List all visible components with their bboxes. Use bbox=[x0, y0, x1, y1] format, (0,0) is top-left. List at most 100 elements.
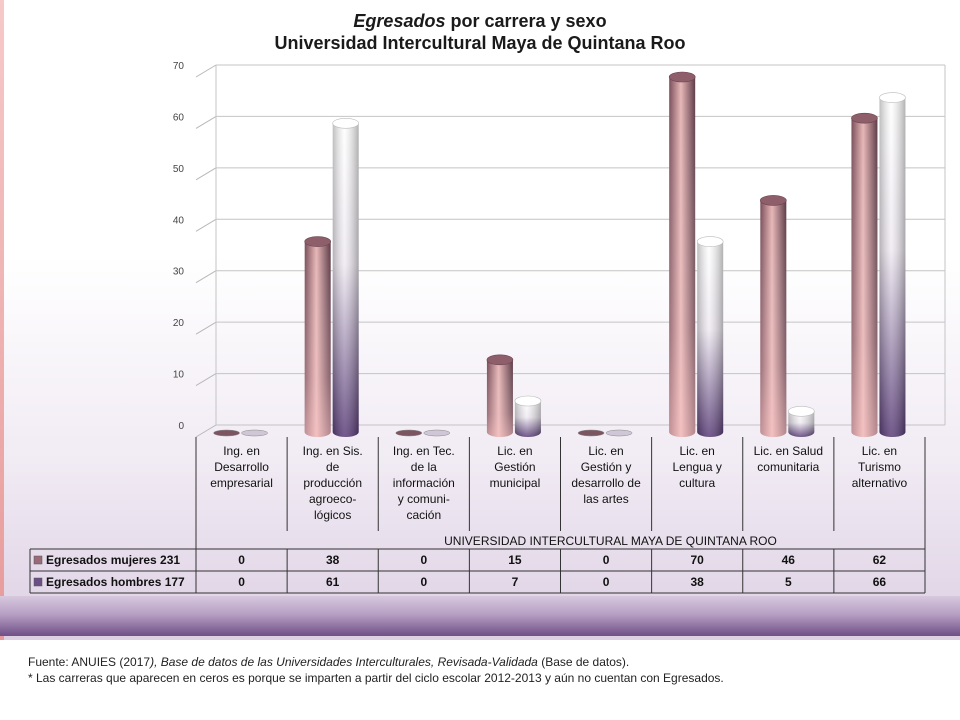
data-value: 38 bbox=[326, 553, 340, 567]
grid-diagonal bbox=[195, 64, 217, 78]
data-value: 0 bbox=[603, 575, 610, 589]
data-value: 0 bbox=[603, 553, 610, 567]
category-label-line: y comuni- bbox=[398, 492, 450, 506]
footer-notes: Fuente: ANUIES (2017), Base de datos de … bbox=[28, 654, 724, 686]
category-label-line: alternativo bbox=[852, 476, 908, 490]
y-tick-label: 60 bbox=[173, 112, 185, 123]
bars bbox=[213, 71, 906, 438]
bottom-decorative-band bbox=[0, 596, 960, 636]
category-label-line: cación bbox=[406, 508, 441, 522]
bar-top-cap bbox=[486, 354, 514, 366]
chart-title-rest: por carrera y sexo bbox=[445, 11, 607, 31]
data-value: 0 bbox=[420, 553, 427, 567]
legend-key-mujeres bbox=[33, 555, 43, 565]
bar-hombres bbox=[605, 429, 633, 437]
category-label-line: Ing. en bbox=[223, 444, 260, 458]
bar-shade bbox=[697, 241, 724, 437]
category-label-line: de bbox=[326, 460, 340, 474]
category-label: Lic. en Gestión municipal bbox=[490, 444, 541, 490]
category-label: Lic. en Gestión y desarrollo de las artes bbox=[571, 444, 641, 506]
bar-top-cap bbox=[332, 117, 359, 129]
bar-mujeres bbox=[213, 429, 240, 437]
grid-diagonal bbox=[195, 167, 217, 181]
y-tick-label: 50 bbox=[173, 164, 185, 175]
category-label-line: desarrollo de bbox=[571, 476, 641, 490]
category-label-line: Desarrollo bbox=[214, 460, 269, 474]
grid-diagonal bbox=[195, 424, 217, 438]
source-line: Fuente: ANUIES (2017), Base de datos de … bbox=[28, 654, 724, 670]
note-line: * Las carreras que aparecen en ceros es … bbox=[28, 671, 724, 685]
category-label-line: municipal bbox=[490, 476, 541, 490]
category-label-line: lógicos bbox=[314, 508, 351, 522]
bar-top-cap bbox=[696, 236, 724, 247]
bar-hombres bbox=[788, 405, 815, 437]
grid-diagonal bbox=[195, 373, 217, 387]
category-label-line: Ing. en Tec. bbox=[393, 444, 455, 458]
bar-mujeres bbox=[760, 195, 787, 437]
category-label-line: Ing. en Sis. bbox=[303, 444, 363, 458]
category-label-line: Lic. en bbox=[588, 444, 623, 458]
bar-top-cap bbox=[879, 92, 906, 103]
category-label-line: las artes bbox=[583, 492, 628, 506]
bar-shade bbox=[879, 97, 906, 438]
category-label-line: Lic. en bbox=[862, 444, 897, 458]
category-label-line: Lic. en bbox=[680, 444, 715, 458]
category-label-line: agroeco- bbox=[309, 492, 356, 506]
data-value: 0 bbox=[238, 553, 245, 567]
bar-mujeres bbox=[577, 429, 605, 437]
bar-zero-disc bbox=[395, 429, 423, 437]
bar-shade bbox=[514, 401, 541, 437]
category-label-line: Lic. en bbox=[497, 444, 532, 458]
chart-title-line1: Egresados por carrera y sexo bbox=[0, 11, 960, 32]
bar-zero-disc bbox=[423, 429, 451, 437]
grid-diagonal bbox=[195, 115, 217, 129]
category-label-line: Lengua y bbox=[672, 460, 721, 474]
source-prefix: Fuente: ANUIES (2017 bbox=[28, 655, 151, 669]
slide-background bbox=[0, 0, 960, 640]
bar-top-cap bbox=[788, 405, 815, 417]
category-label: Ing. en Tec. de la información y comuni-cac… bbox=[393, 444, 455, 522]
data-value: 5 bbox=[785, 575, 792, 589]
y-tick-label: 10 bbox=[173, 370, 185, 381]
y-tick-label: 40 bbox=[173, 215, 185, 226]
group-label: UNIVERSIDAD INTERCULTURAL MAYA DE QUINTA… bbox=[444, 534, 777, 548]
y-tick-label: 30 bbox=[173, 267, 185, 278]
data-value: 70 bbox=[691, 553, 705, 567]
bar-hombres bbox=[696, 236, 724, 437]
category-label-line: de la bbox=[411, 460, 437, 474]
series-label: Egresados hombres 177 bbox=[46, 575, 185, 589]
data-value: 7 bbox=[512, 575, 519, 589]
category-label-line: Gestión bbox=[494, 460, 535, 474]
category-label: Ing. en Desarrollo empresarial bbox=[210, 444, 273, 490]
bar-shade bbox=[788, 411, 815, 437]
bar-hombres bbox=[332, 117, 359, 438]
data-value: 38 bbox=[691, 575, 705, 589]
bar-mujeres bbox=[851, 112, 878, 438]
chart-title-line2: Universidad Intercultural Maya de Quinta… bbox=[274, 33, 686, 53]
bar-hombres bbox=[241, 429, 268, 437]
y-axis-ticks: 0 10 20 30 40 50 60 70 bbox=[173, 61, 185, 432]
bar-zero-disc bbox=[213, 429, 240, 437]
category-label-line: cultura bbox=[679, 476, 715, 490]
bar-top-cap bbox=[851, 112, 878, 124]
bar-shade bbox=[332, 123, 359, 438]
bar-top-cap bbox=[668, 71, 696, 83]
source-italic: ), Base de datos de las Universidades In… bbox=[150, 655, 538, 669]
bar-zero-disc bbox=[241, 429, 268, 437]
category-label: Lic. en Lengua y cultura bbox=[672, 444, 721, 490]
category-label: Ing. en Sis. de producción agroeco-lógicos bbox=[303, 444, 363, 522]
category-label: Lic. en Turismo alternativo bbox=[852, 444, 908, 490]
bar-mujeres bbox=[395, 429, 423, 437]
bar-shade bbox=[486, 359, 513, 437]
series-label: Egresados mujeres 231 bbox=[46, 553, 180, 567]
data-value: 62 bbox=[873, 553, 887, 567]
bar-hombres bbox=[514, 395, 542, 437]
bar-hombres bbox=[423, 429, 451, 437]
y-tick-label: 70 bbox=[173, 61, 185, 72]
left-accent-stripe bbox=[0, 0, 4, 640]
bar-shade bbox=[851, 118, 878, 438]
bar-hombres bbox=[879, 92, 906, 438]
data-value: 15 bbox=[508, 553, 522, 567]
category-label-line: Lic. en Salud bbox=[754, 444, 823, 458]
